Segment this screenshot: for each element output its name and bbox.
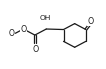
Text: O: O bbox=[32, 45, 38, 54]
Text: OH: OH bbox=[40, 15, 51, 21]
Text: O: O bbox=[20, 24, 26, 34]
Text: O: O bbox=[88, 17, 94, 26]
Text: O: O bbox=[8, 29, 14, 38]
